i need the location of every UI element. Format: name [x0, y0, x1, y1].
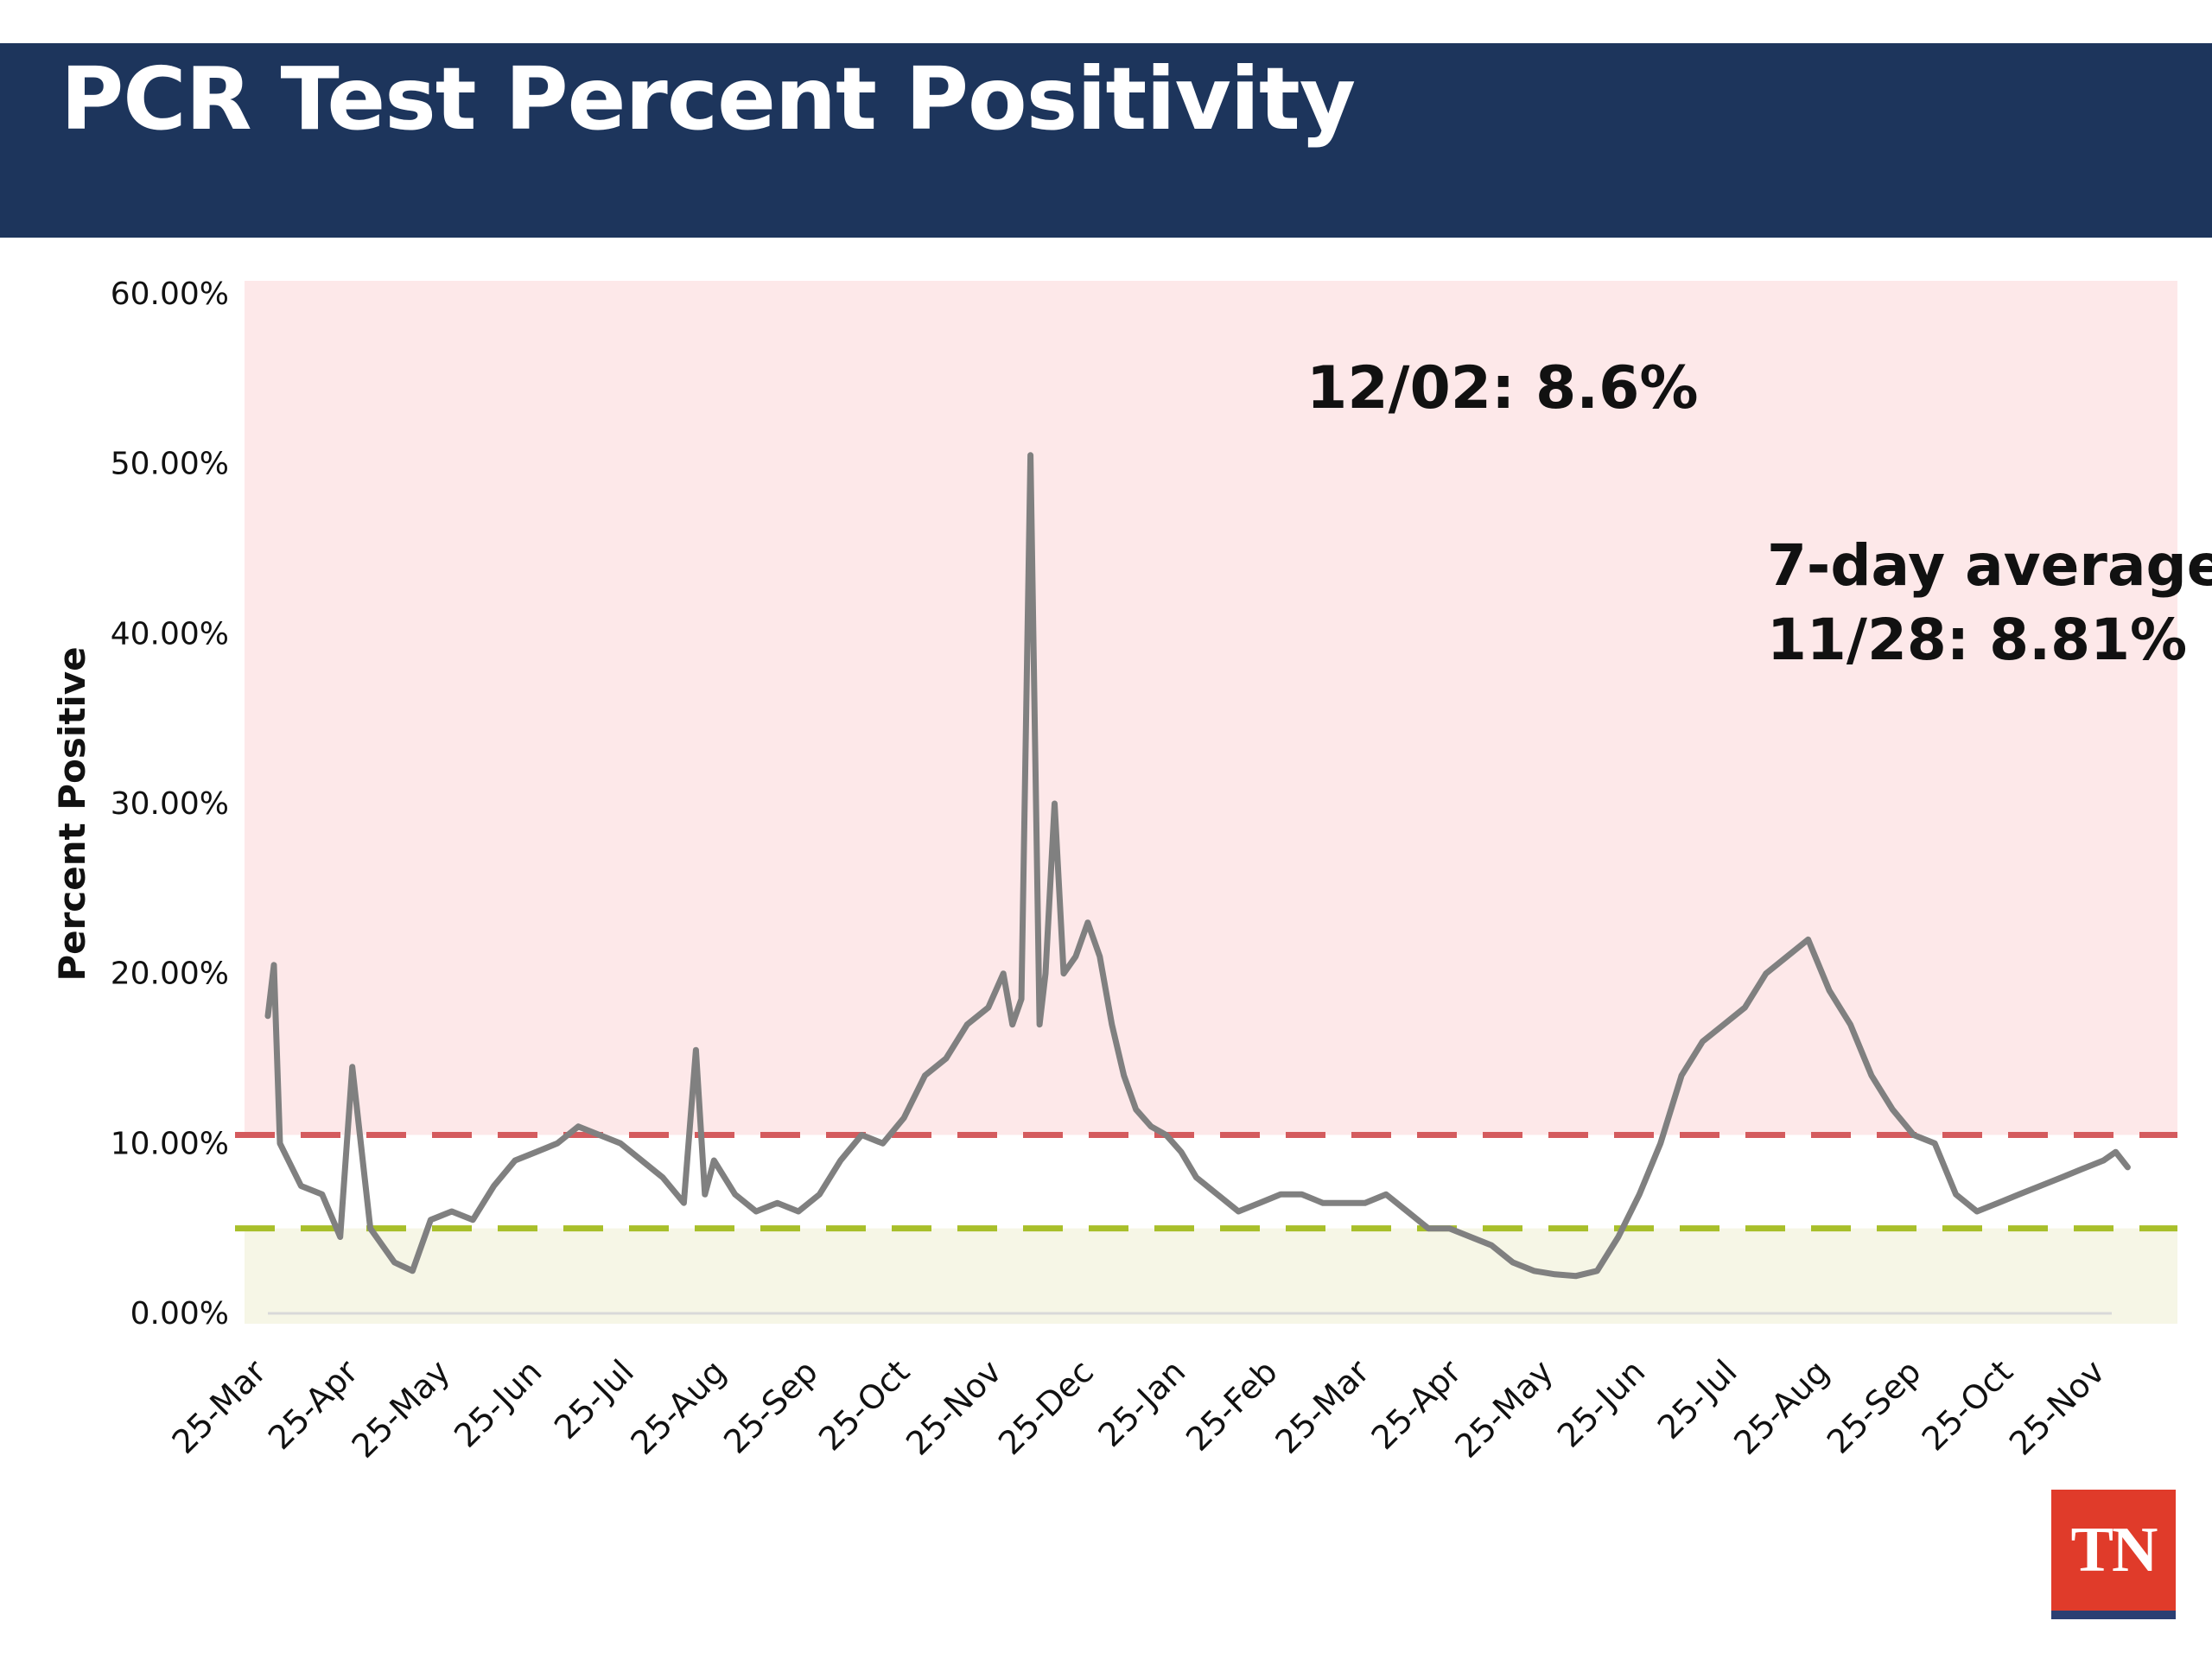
- x-tick-label: 25-Sep: [1820, 1352, 1929, 1461]
- y-tick-label: 40.00%: [111, 616, 229, 652]
- x-tick-label: 25-Nov: [899, 1352, 1008, 1462]
- x-tick-label: 25-Feb: [1179, 1352, 1285, 1459]
- title-banner: [0, 43, 2212, 238]
- seven-day-average-annotation: 7-day average 11/28: 8.81%: [1767, 529, 2212, 677]
- x-tick-label: 25-Nov: [2002, 1352, 2112, 1462]
- x-tick-label: 25-Mar: [1268, 1352, 1376, 1461]
- x-tick-label: 25-Sep: [716, 1352, 825, 1461]
- tn-logo: TN: [2051, 1490, 2176, 1619]
- y-tick-label: 50.00%: [111, 447, 229, 482]
- y-tick-label: 0.00%: [130, 1296, 229, 1332]
- y-tick-label: 30.00%: [111, 786, 229, 822]
- x-tick-label: 25-Jun: [447, 1352, 549, 1454]
- page-title: PCR Test Percent Positivity: [60, 48, 1356, 149]
- y-tick-label: 10.00%: [111, 1126, 229, 1161]
- x-tick-label: 25-Aug: [1726, 1352, 1836, 1462]
- tn-logo-text: TN: [2070, 1515, 2158, 1586]
- y-tick-label: 20.00%: [111, 957, 229, 992]
- x-tick-label: 25-Oct: [1915, 1352, 2020, 1458]
- x-tick-label: 25-Aug: [623, 1352, 733, 1462]
- high-positivity-zone: [245, 281, 2177, 1135]
- x-tick-label: 25-May: [345, 1352, 458, 1465]
- x-tick-label: 25-Jan: [1090, 1352, 1192, 1454]
- seven-day-average-label: 7-day average: [1767, 532, 2212, 599]
- y-tick-label: 60.00%: [111, 276, 229, 312]
- x-tick-label: 25-Jun: [1550, 1352, 1652, 1454]
- x-tick-label: 25-Mar: [165, 1352, 274, 1461]
- positivity-series-line: [264, 452, 2131, 1280]
- x-tick-label: 25-Dec: [991, 1352, 1101, 1462]
- y-axis-label: Percent Positive: [51, 646, 93, 981]
- seven-day-average-value: 11/28: 8.81%: [1767, 607, 2188, 673]
- x-tick-label: 25-May: [1447, 1352, 1560, 1465]
- x-tick-label: 25-Oct: [811, 1352, 917, 1458]
- low-positivity-zone: [245, 1228, 2177, 1324]
- current-value-annotation: 12/02: 8.6%: [1306, 354, 1699, 423]
